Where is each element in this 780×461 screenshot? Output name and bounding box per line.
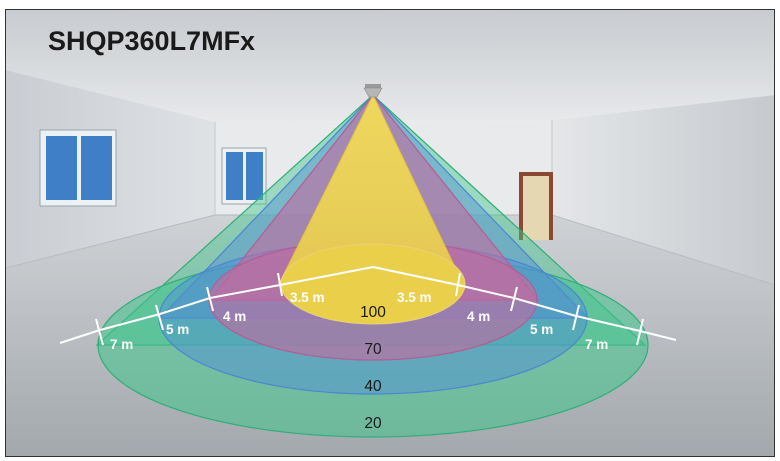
distance-label-left-7m: 7 m: [110, 337, 133, 352]
distance-label-left-4m: 4 m: [223, 309, 246, 324]
distance-lines: [59, 266, 677, 346]
coverage-zones: [95, 93, 649, 438]
window-middle: [221, 147, 267, 205]
distance-line-left: [59, 266, 374, 344]
window-left: [39, 129, 117, 207]
level-label-40: 40: [364, 378, 382, 395]
level-label-70: 70: [364, 341, 382, 358]
distance-label-left-5m: 5 m: [166, 322, 189, 337]
distance-label-right-4m: 4 m: [467, 309, 490, 324]
page-title: SHQP360L7MFx: [48, 26, 255, 56]
distance-label-right-3-5m: 3.5 m: [397, 290, 432, 305]
distance-label-right-7m: 7 m: [585, 337, 608, 352]
door: [519, 172, 553, 240]
distance-label-right-5m: 5 m: [530, 322, 553, 337]
distance-label-left-3-5m: 3.5 m: [290, 290, 325, 305]
level-label-20: 20: [364, 415, 382, 432]
level-label-100: 100: [360, 304, 386, 321]
ceiling-sensor-icon: [363, 84, 383, 98]
distance-line-right: [372, 266, 677, 341]
